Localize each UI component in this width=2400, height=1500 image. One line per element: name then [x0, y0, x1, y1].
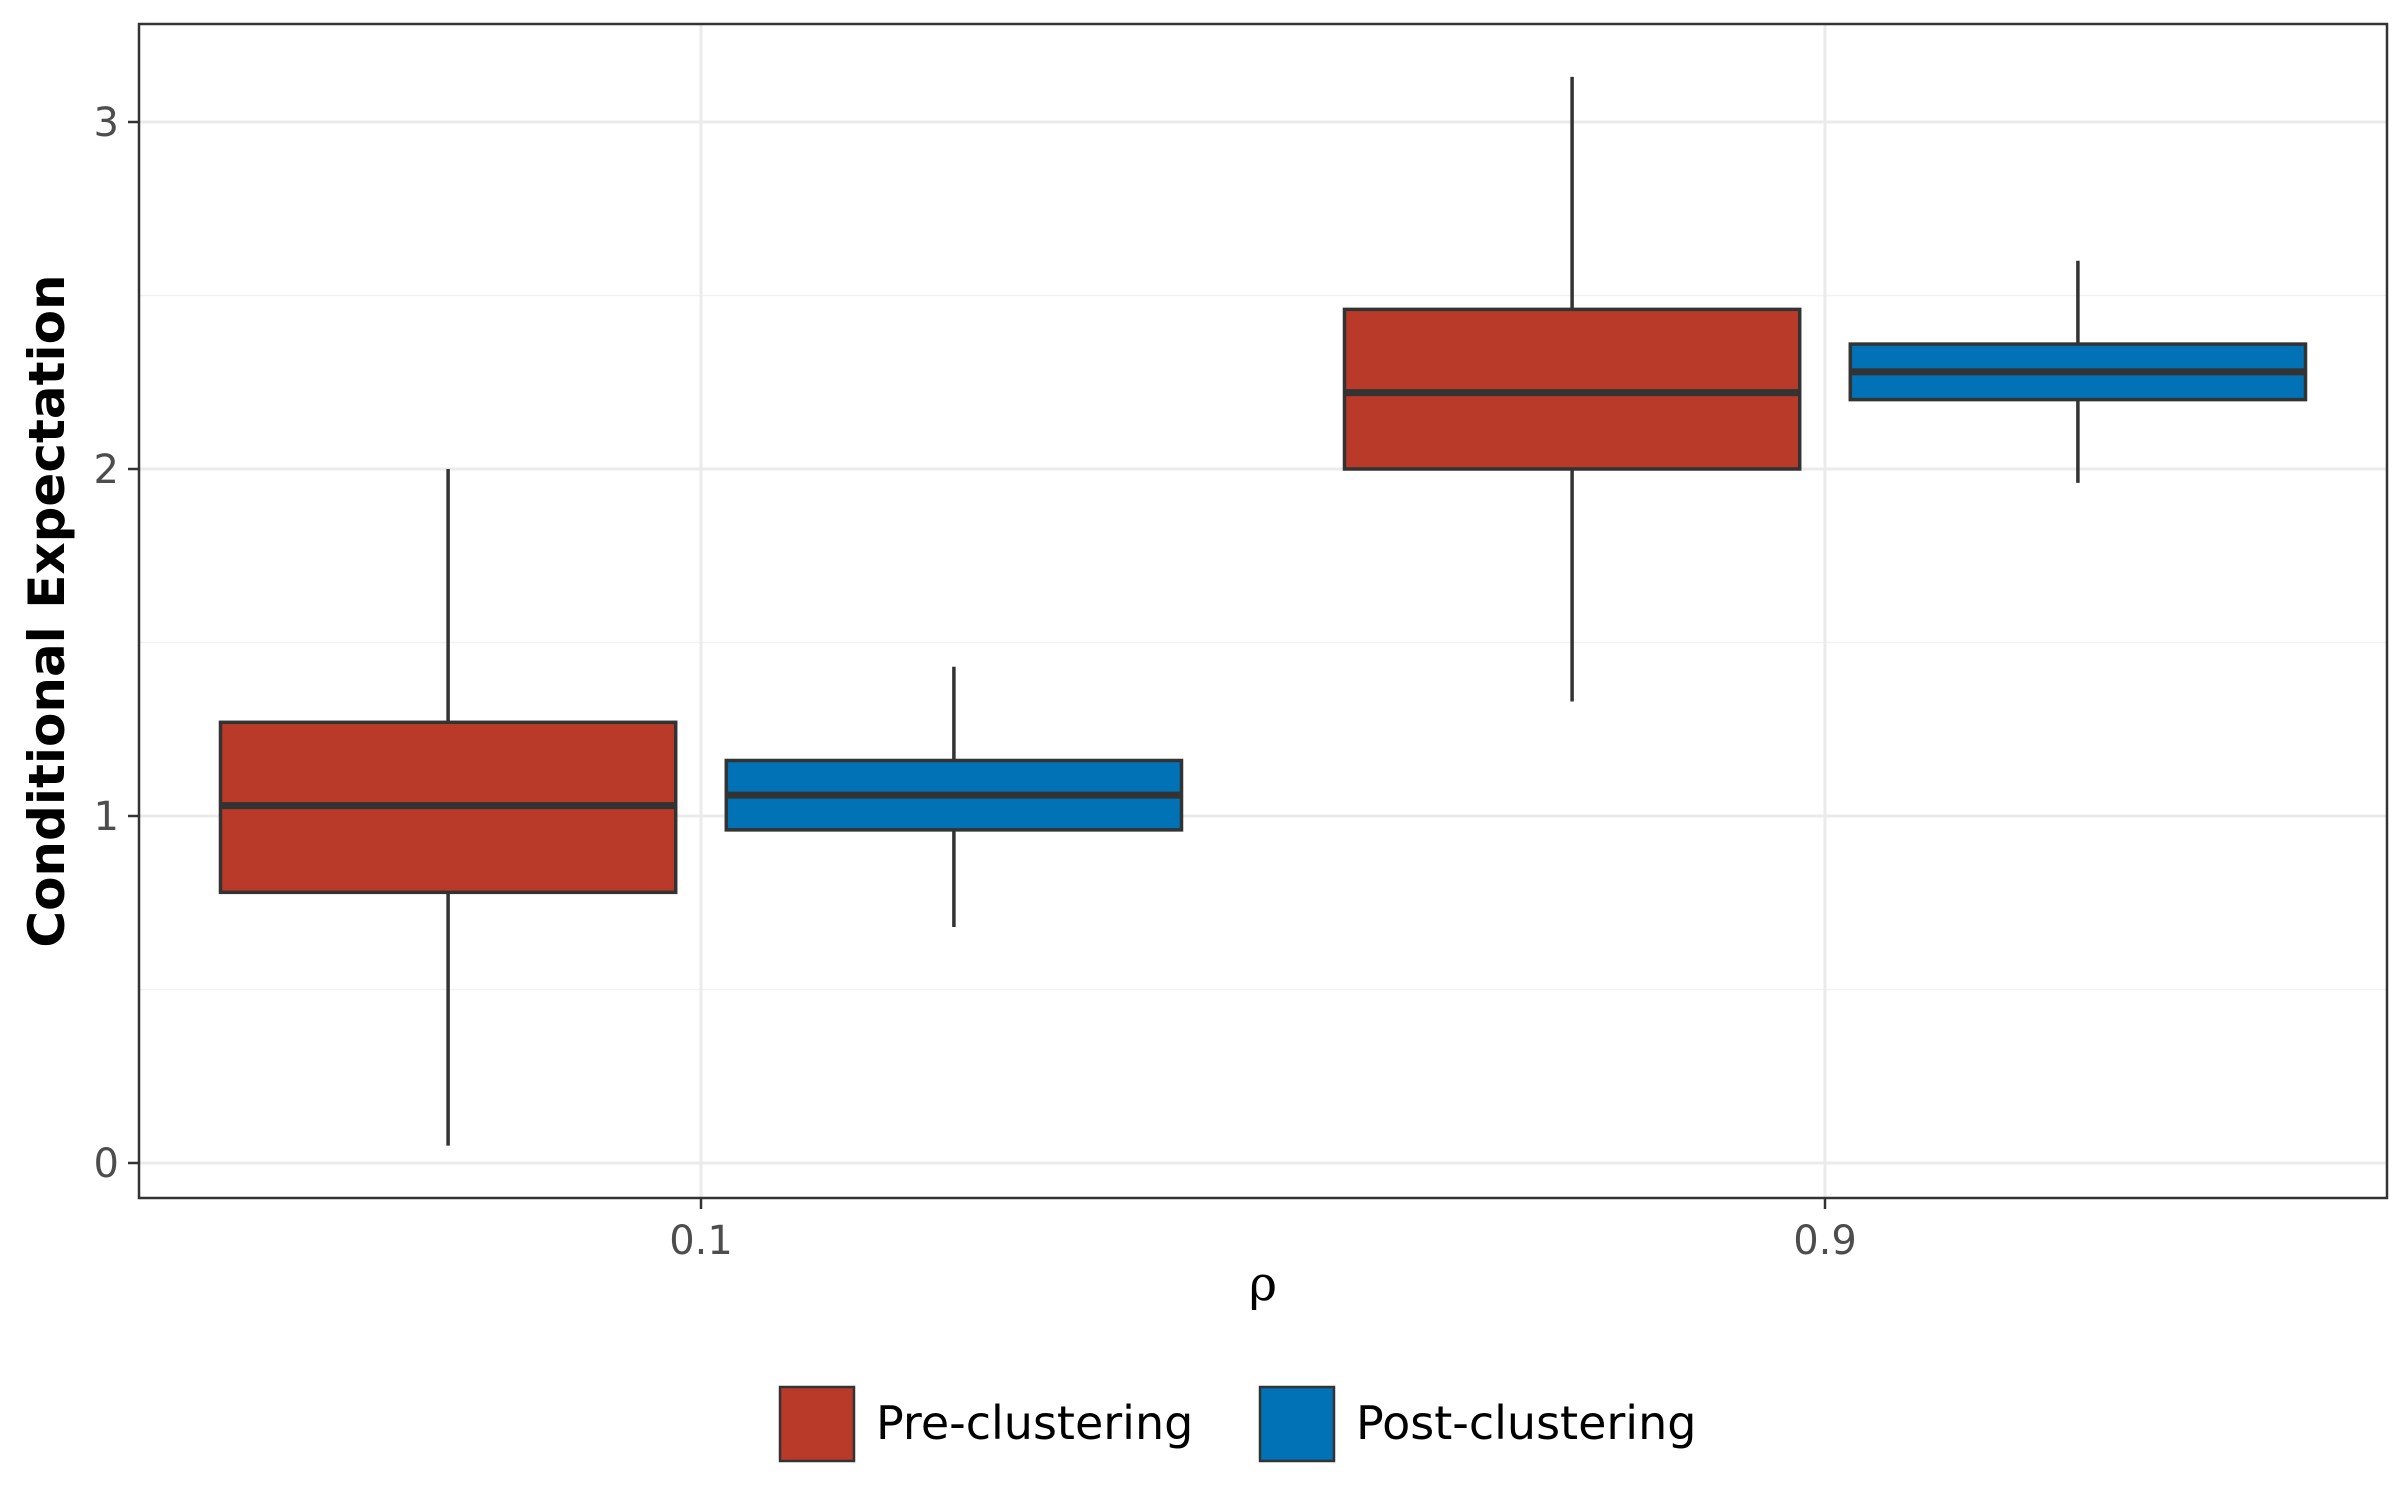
plot-panel-border: [137, 22, 2389, 1200]
y-tick-label: 1: [94, 794, 119, 840]
box-post-clustering-0.1: [724, 666, 1184, 928]
y-axis-title: Conditional Expectation: [18, 274, 76, 947]
legend-label-post-clustering: Post-clustering: [1356, 1396, 1696, 1450]
y-tick-label: 2: [94, 447, 119, 493]
legend-key-pre-clustering: [778, 1385, 856, 1463]
box-series: [218, 76, 2308, 1146]
y-tick-label: 0: [94, 1141, 119, 1187]
box-pre-clustering-0.9: [1342, 76, 1802, 702]
x-tick-label: 0.9: [1793, 1218, 1857, 1264]
y-tick-label: 3: [94, 100, 119, 146]
x-axis-title: ρ: [1249, 1256, 1277, 1312]
axes: 0 1 2 3 0.1 0.9: [94, 100, 1857, 1264]
box-pre-clustering-0.1: [218, 469, 678, 1146]
legend-key-post-clustering: [1258, 1385, 1336, 1463]
x-tick-label: 0.1: [669, 1218, 733, 1264]
legend-label-pre-clustering: Pre-clustering: [876, 1396, 1193, 1450]
legend: Pre-clustering Post-clustering: [778, 1385, 1696, 1463]
grid-lines: [139, 24, 2387, 1198]
box-post-clustering-0.9: [1848, 260, 2308, 483]
